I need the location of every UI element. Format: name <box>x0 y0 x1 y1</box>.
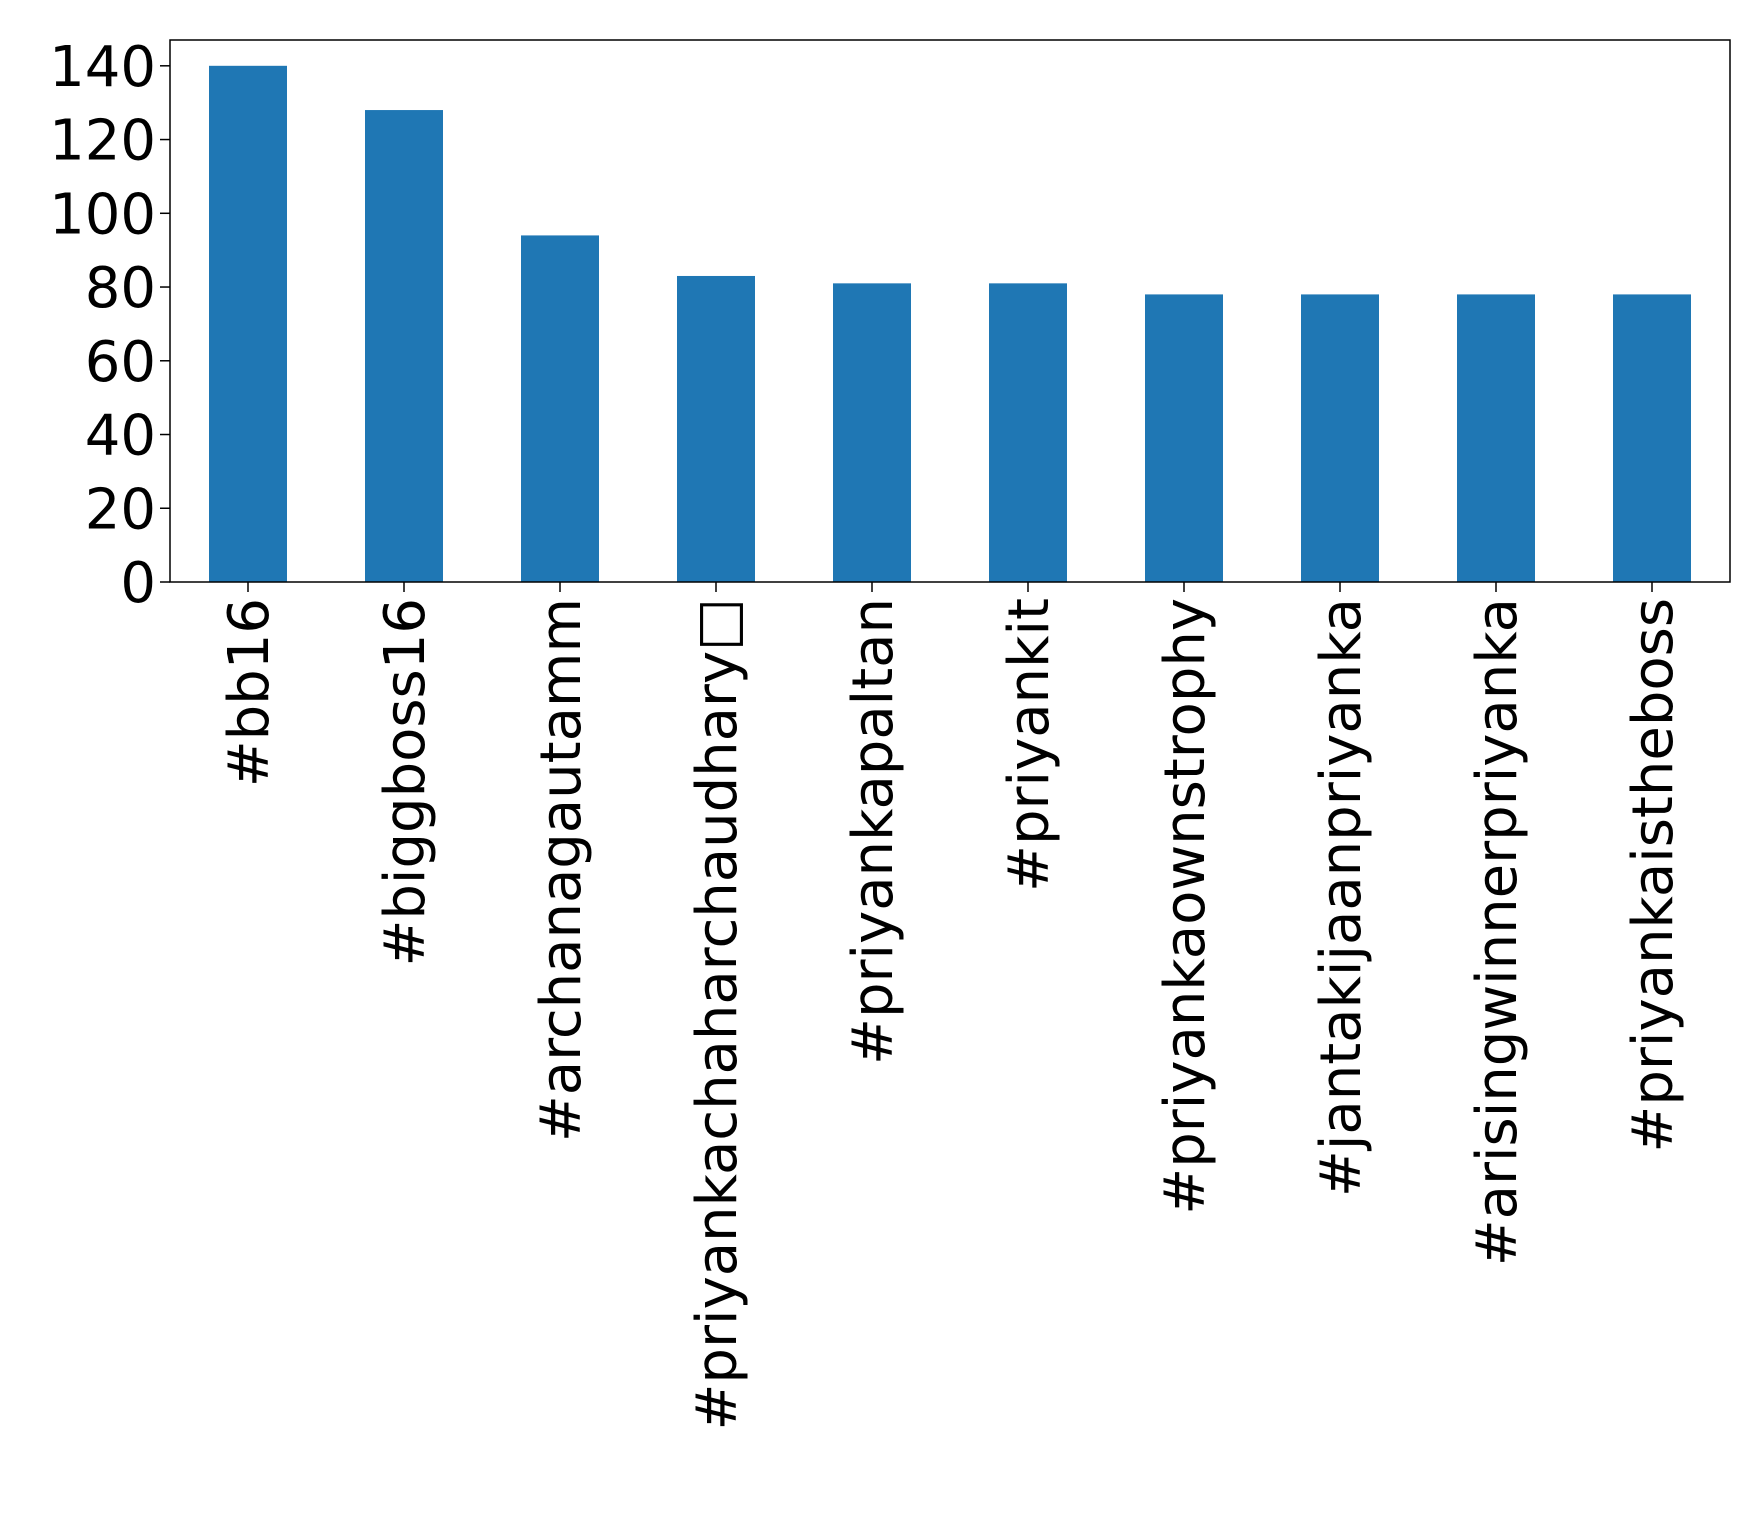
x-tick-label: #priyankaownstrophy <box>1153 598 1218 1215</box>
x-tick-label: #jantakijaanpriyanka <box>1309 598 1374 1197</box>
y-tick-label: 120 <box>49 109 156 174</box>
bar-0 <box>209 65 287 583</box>
bar-2 <box>521 235 599 582</box>
y-tick-label: 40 <box>85 404 156 469</box>
y-axis: 0 20 40 60 80 100 120 140 <box>49 35 170 616</box>
y-tick-label: 140 <box>49 35 156 100</box>
x-tick-label: #archanagautamm <box>529 598 594 1142</box>
x-tick-label: #priyankapaltan <box>841 598 906 1065</box>
x-tick-label: #arisingwinnerpriyanka <box>1465 598 1530 1266</box>
y-tick-label: 100 <box>49 182 156 247</box>
y-tick-label: 80 <box>85 256 156 321</box>
bar-9 <box>1613 294 1691 582</box>
x-axis: #bb16 #biggboss16 #archanagautamm #priyanka… <box>217 582 1686 1430</box>
x-tick-label: #priyankaistheboss <box>1621 598 1686 1153</box>
bar-5 <box>989 283 1067 582</box>
plot-frame <box>169 39 1731 583</box>
x-tick-label: #priyankit <box>997 598 1062 892</box>
x-tick-label: #biggboss16 <box>373 598 438 967</box>
y-tick-label: 60 <box>85 330 156 395</box>
bar-8 <box>1457 294 1535 582</box>
bar-3 <box>677 275 755 582</box>
bar-6 <box>1145 294 1223 582</box>
bar-1 <box>365 110 443 583</box>
x-tick-label: #priyankachaharchaudhary□ <box>685 598 750 1430</box>
bar-7 <box>1301 294 1379 582</box>
y-tick-label: 20 <box>85 477 156 542</box>
y-tick-label: 0 <box>120 551 156 616</box>
bars-layer <box>209 65 1691 583</box>
x-tick-label: #bb16 <box>217 598 282 787</box>
bar-4 <box>833 283 911 582</box>
